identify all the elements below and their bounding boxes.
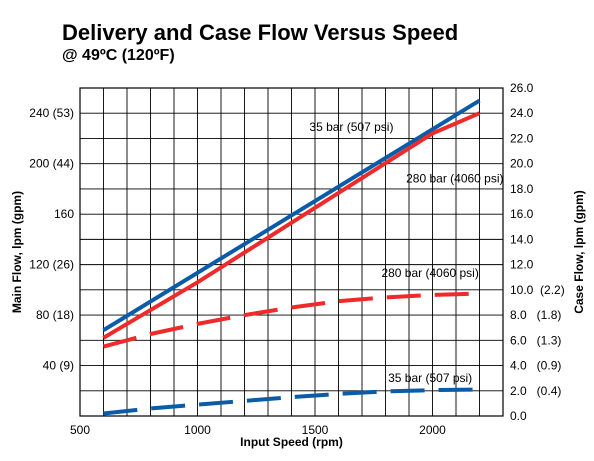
- grid: [80, 88, 503, 416]
- y-right-tick-label: 12.0: [510, 258, 534, 272]
- y-right-axis-title: Case Flow, lpm (gpm): [572, 190, 586, 314]
- series-line-1: [102, 111, 481, 340]
- x-tick-label: 1500: [302, 423, 329, 437]
- y-right-tick-label: 2.0 (0.4): [510, 384, 561, 398]
- y-right-tick-label: 16.0: [510, 207, 534, 221]
- annotations: 35 bar (507 psi) 280 bar (4060 psi) 280 ba…: [309, 120, 503, 385]
- y-right-tick-label: 20.0: [510, 157, 534, 171]
- y-right-tick-label: 14.0: [510, 232, 534, 246]
- chart-title: Delivery and Case Flow Versus Speed: [62, 20, 459, 45]
- series-annotation: 35 bar (507 psi): [309, 120, 393, 134]
- series-layer: [102, 98, 481, 416]
- x-tick-label: 2000: [419, 423, 446, 437]
- y-right-tick-label: 0.0: [510, 409, 527, 423]
- y-right-tick-label: 10.0 (2.2): [510, 283, 565, 297]
- y-right-tick-label: 6.0 (1.3): [510, 333, 561, 347]
- chart-subtitle: @ 49ºC (120ºF): [62, 47, 175, 64]
- y-right-tick-label: 8.0 (1.8): [510, 308, 561, 322]
- tick-labels: 500 1000 1500 2000 40 (9) 80 (18) 120 (26) 160 2…: [29, 81, 564, 437]
- y-left-tick-label: 160: [54, 207, 74, 221]
- y-right-tick-label: 26.0: [510, 81, 534, 95]
- y-left-tick-label: 40 (9): [43, 359, 74, 373]
- plot-frame: [79, 87, 504, 417]
- series-annotation: 35 bar (507 psi): [388, 371, 472, 385]
- y-right-tick-label: 18.0: [510, 182, 534, 196]
- series-annotation: 280 bar (4060 psi): [406, 172, 503, 186]
- x-tick-label: 500: [70, 423, 90, 437]
- y-left-tick-label: 120 (26): [29, 258, 74, 272]
- y-left-tick-label: 240 (53): [29, 106, 74, 120]
- y-left-tick-label: 80 (18): [36, 308, 74, 322]
- y-left-axis-title: Main Flow, lpm (gpm): [10, 191, 24, 313]
- x-axis-title: Input Speed (rpm): [240, 435, 343, 449]
- series-annotation: 280 bar (4060 psi): [381, 266, 478, 280]
- y-right-tick-label: 22.0: [510, 131, 534, 145]
- y-left-tick-label: 200 (44): [29, 157, 74, 171]
- series-line-3: [103, 387, 480, 416]
- x-tick-label: 1000: [184, 423, 211, 437]
- series-line-2: [102, 291, 480, 349]
- y-right-tick-label: 24.0: [510, 106, 534, 120]
- y-right-tick-label: 4.0 (0.9): [510, 359, 561, 373]
- series-line-0: [102, 98, 481, 332]
